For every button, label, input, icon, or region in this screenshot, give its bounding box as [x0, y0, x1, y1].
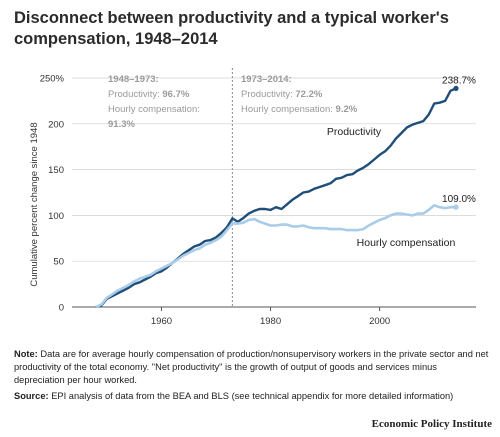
period-productivity-value: 72.2%: [295, 89, 322, 100]
y-tick-label: 0: [59, 303, 64, 314]
title-line-1: Disconnect between productivity and a ty…: [14, 9, 449, 27]
y-tick-label: 250%: [40, 74, 65, 85]
chart-note: Note: Data are for average hourly compen…: [14, 348, 490, 387]
compensation-series-label: Hourly compensation: [357, 237, 456, 249]
chart-source: Source: EPI analysis of data from the BE…: [14, 390, 490, 403]
compensation-end-label: 109.0%: [442, 194, 476, 205]
period-productivity-label: Productivity: 72.2%: [241, 89, 323, 100]
period-productivity-label: Productivity: 96.7%: [108, 89, 190, 100]
compensation-end-point: [453, 204, 459, 210]
period-productivity-value: 96.7%: [162, 89, 189, 100]
period-range-label: 1973–2014:: [241, 74, 292, 85]
period-productivity-text: Productivity:: [241, 89, 295, 100]
x-tick-label: 1960: [151, 316, 172, 327]
compensation-line: [95, 204, 456, 309]
y-tick-label: 50: [53, 257, 64, 268]
note-text: Data are for average hourly compensation…: [14, 349, 489, 385]
title-line-2: compensation, 1948–2014: [14, 30, 218, 48]
x-tick-label: 1980: [260, 316, 281, 327]
period-productivity-text: Productivity:: [108, 89, 162, 100]
publisher-credit: Economic Policy Institute: [371, 418, 492, 430]
period-compensation-value: 9.2%: [336, 104, 358, 115]
productivity-end-point: [453, 85, 459, 91]
y-tick-label: 200: [48, 119, 64, 130]
source-label: Source:: [14, 391, 49, 401]
note-label: Note:: [14, 349, 38, 359]
chart-title: Disconnect between productivity and a ty…: [14, 8, 486, 50]
period-compensation-label: Hourly compensation:: [108, 104, 200, 115]
period-compensation-value: 91.3%: [108, 119, 135, 130]
y-tick-label: 150: [48, 165, 64, 176]
x-tick-label: 2000: [369, 316, 390, 327]
y-axis-label: Cumulative percent change since 1948: [29, 122, 40, 286]
period-compensation-label: Hourly compensation: 9.2%: [241, 104, 358, 115]
period-range-label: 1948–1973:: [108, 74, 159, 85]
y-tick-label: 100: [48, 211, 64, 222]
period-compensation-text: Hourly compensation:: [241, 104, 336, 115]
productivity-end-label: 238.7%: [442, 75, 476, 86]
productivity-line: [95, 87, 457, 309]
source-text: EPI analysis of data from the BEA and BL…: [48, 391, 454, 401]
line-chart: 0 50 100 150 200 250% 1960 1980 2000 Cumulative p…: [29, 68, 476, 327]
productivity-series-label: Productivity: [327, 126, 382, 138]
